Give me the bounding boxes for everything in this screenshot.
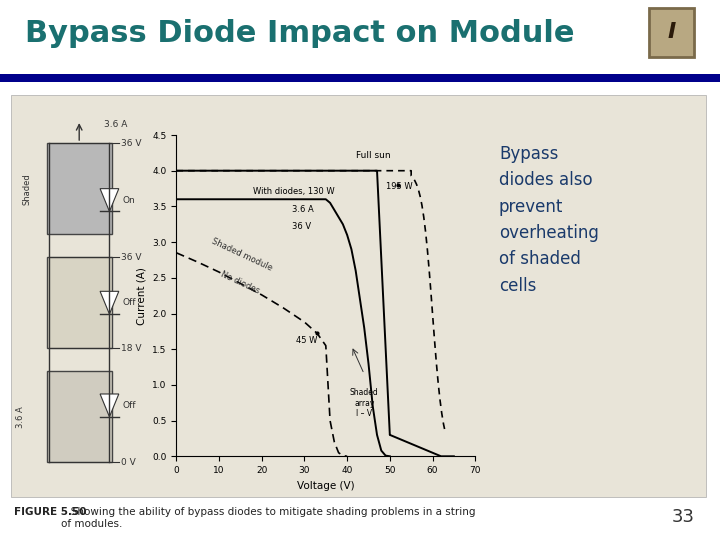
Text: 3.6 A: 3.6 A — [292, 205, 313, 214]
Text: 0 V: 0 V — [121, 458, 135, 467]
Y-axis label: Current (A): Current (A) — [137, 267, 147, 325]
Text: Bypass Diode Impact on Module: Bypass Diode Impact on Module — [25, 19, 575, 48]
Text: On: On — [122, 195, 135, 205]
Text: FIGURE 5.50: FIGURE 5.50 — [14, 507, 87, 517]
Text: No diodes: No diodes — [219, 269, 261, 295]
Text: 3.6 A: 3.6 A — [104, 120, 127, 129]
Polygon shape — [100, 188, 119, 212]
Text: 36 V: 36 V — [121, 139, 141, 147]
Text: 18 V: 18 V — [121, 344, 141, 353]
Text: I: I — [667, 22, 675, 43]
Text: Full sun: Full sun — [356, 151, 390, 160]
Text: With diodes, 130 W: With diodes, 130 W — [253, 186, 335, 195]
Text: 36 V: 36 V — [121, 253, 141, 261]
Bar — [0, 73, 720, 82]
Text: Off: Off — [122, 401, 136, 410]
Bar — [47, 143, 112, 234]
Text: 33: 33 — [672, 509, 695, 526]
Text: Bypass
diodes also
prevent
overheating
of shaded
cells: Bypass diodes also prevent overheating o… — [499, 145, 599, 295]
Text: Off: Off — [122, 298, 136, 307]
Text: 36 V: 36 V — [292, 222, 311, 231]
Polygon shape — [100, 394, 119, 417]
Text: 45 W: 45 W — [296, 336, 318, 346]
Text: Shaded
array
I – V: Shaded array I – V — [350, 388, 379, 418]
X-axis label: Voltage (V): Voltage (V) — [297, 481, 355, 490]
Bar — [47, 257, 112, 348]
Bar — [47, 371, 112, 462]
Text: Showing the ability of bypass diodes to mitigate shading problems in a string
of: Showing the ability of bypass diodes to … — [61, 507, 476, 529]
Text: 3.6 A: 3.6 A — [16, 406, 24, 428]
Bar — [11, 95, 706, 497]
Text: 195 W: 195 W — [386, 181, 412, 191]
Text: Shaded: Shaded — [23, 173, 32, 205]
Text: Shaded module: Shaded module — [210, 237, 274, 273]
Polygon shape — [100, 291, 119, 314]
FancyBboxPatch shape — [649, 8, 694, 57]
